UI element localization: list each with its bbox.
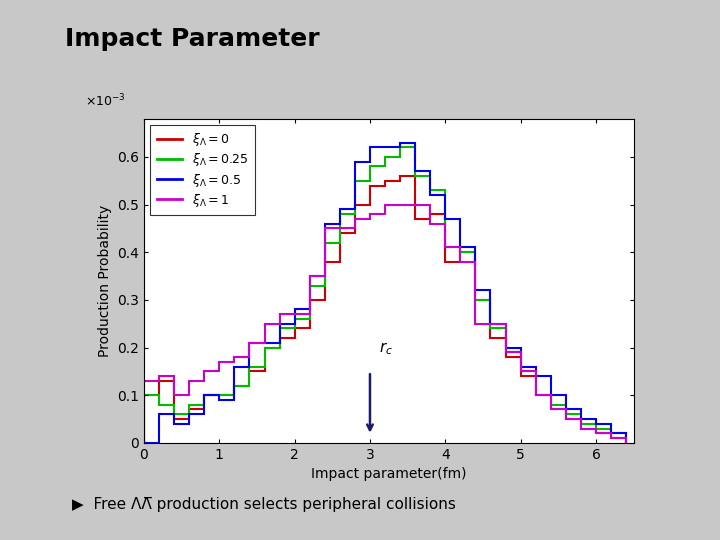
Legend: $\xi_\Lambda = 0$, $\xi_\Lambda = 0.25$, $\xi_\Lambda = 0.5$, $\xi_\Lambda = 1$: $\xi_\Lambda = 0$, $\xi_\Lambda = 0.25$,… bbox=[150, 125, 255, 215]
Y-axis label: Production Probability: Production Probability bbox=[98, 205, 112, 357]
Text: Impact Parameter: Impact Parameter bbox=[65, 26, 320, 51]
X-axis label: Impact parameter(fm): Impact parameter(fm) bbox=[311, 467, 467, 481]
Text: $\times 10^{-3}$: $\times 10^{-3}$ bbox=[85, 92, 126, 109]
Text: ▶  Free ΛΛ̅ production selects peripheral collisions: ▶ Free ΛΛ̅ production selects peripheral… bbox=[72, 497, 456, 512]
Text: $r_c$: $r_c$ bbox=[379, 340, 393, 357]
